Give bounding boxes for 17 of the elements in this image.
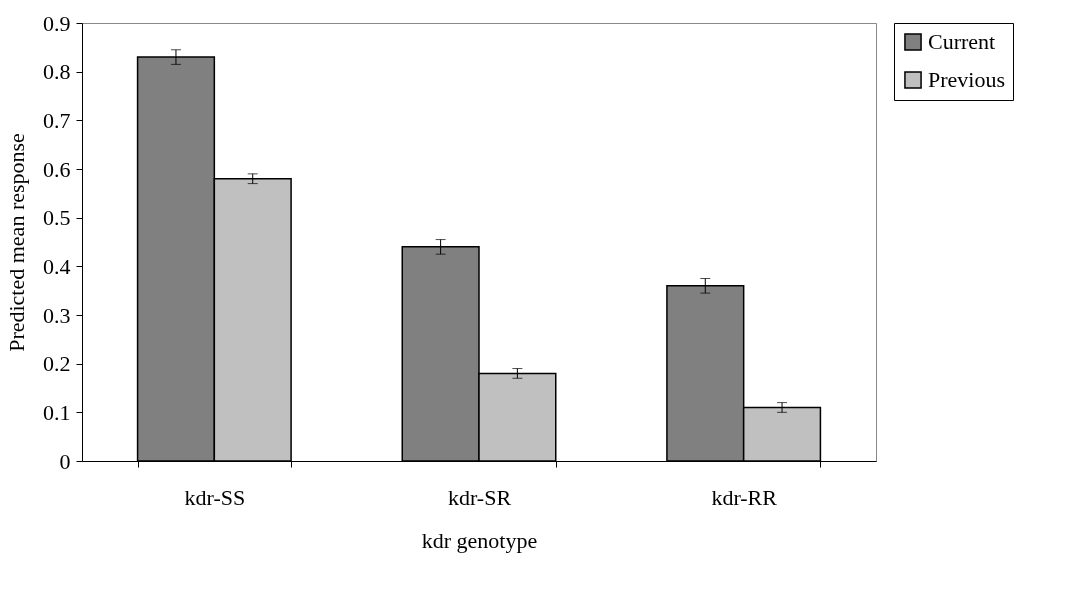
y-tick-label: 0.7 — [43, 107, 71, 133]
legend-label: Current — [928, 29, 996, 54]
legend-label: Previous — [928, 67, 1005, 92]
x-tick-label: kdr-RR — [711, 484, 778, 510]
x-tick-label: kdr-SS — [184, 484, 246, 510]
y-tick-label: 0.3 — [43, 302, 71, 328]
y-tick-label: 0.4 — [43, 253, 71, 279]
x-tick-label: kdr-SR — [447, 484, 512, 510]
x-axis-title: kdr genotype — [421, 527, 538, 553]
y-tick-label: 0.5 — [43, 205, 71, 231]
y-tick-label: 0.9 — [43, 10, 71, 36]
y-tick-label: 0 — [59, 448, 71, 474]
y-tick-label: 0.1 — [43, 399, 71, 425]
y-tick-label: 0.6 — [43, 156, 71, 182]
y-axis-title: Predicted mean response — [4, 133, 29, 352]
y-tick-label: 0.8 — [43, 59, 71, 85]
y-tick-label: 0.2 — [43, 351, 71, 377]
